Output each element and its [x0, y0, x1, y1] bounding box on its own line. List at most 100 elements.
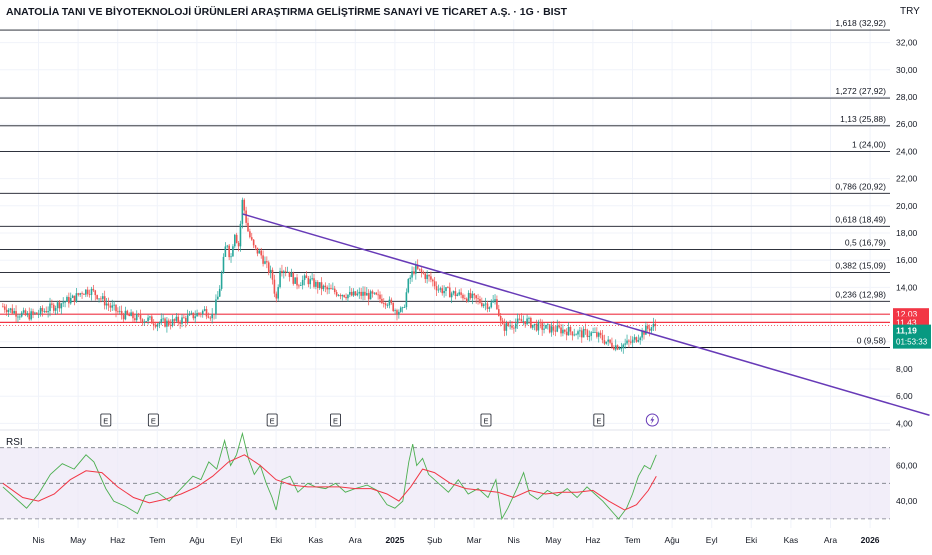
candle-body — [650, 327, 653, 331]
candle-body — [531, 324, 534, 328]
candle-body — [68, 296, 70, 304]
candle-body — [475, 295, 477, 299]
candle-body — [273, 279, 276, 294]
candle-body — [115, 304, 117, 312]
candle-body — [445, 287, 447, 291]
candle-body — [139, 315, 142, 320]
candle-body — [62, 302, 65, 304]
candle-body — [277, 287, 279, 299]
earnings-marker-label: E — [333, 417, 338, 426]
price-axis-tick: 6,00 — [896, 391, 913, 401]
candle-body — [134, 318, 136, 321]
candle-body — [75, 293, 78, 302]
candle-body — [622, 344, 625, 349]
candle-body — [601, 335, 604, 341]
candle-body — [230, 256, 232, 258]
candle-body — [328, 288, 330, 290]
candle-body — [381, 298, 383, 304]
candle-body — [635, 337, 638, 342]
time-axis-tick: Haz — [585, 535, 600, 545]
candle-body — [613, 347, 615, 350]
candle-body — [375, 292, 378, 295]
candle-body — [533, 323, 536, 325]
candle-body — [322, 285, 325, 290]
candle-body — [183, 317, 185, 319]
candle-body — [398, 311, 400, 315]
fib-level-label: 1,618 (32,92) — [835, 18, 886, 28]
candle-body — [109, 305, 112, 308]
candle-body — [213, 313, 215, 315]
time-axis-tick: Nis — [32, 535, 44, 545]
candle-body — [122, 315, 125, 320]
candle-body — [371, 291, 374, 294]
candle-body — [516, 318, 519, 324]
candle-body — [432, 279, 434, 282]
candle-body — [9, 308, 12, 310]
last-price-label: 11,19 — [896, 326, 917, 336]
candle-body — [548, 324, 551, 333]
candle-body — [441, 288, 444, 294]
earnings-marker — [266, 413, 278, 427]
candle-body — [126, 310, 129, 315]
earnings-marker — [147, 413, 159, 427]
time-axis-tick: Mar — [467, 535, 482, 545]
candle-body — [324, 285, 327, 288]
candle-body — [403, 307, 406, 308]
time-axis-tick: Şub — [427, 535, 442, 545]
candle-body — [482, 304, 485, 307]
candle-body — [360, 291, 362, 296]
candle-body — [162, 318, 164, 320]
candle-body — [158, 322, 161, 325]
candle-body — [369, 291, 372, 300]
candle-body — [447, 287, 449, 289]
candle-body — [318, 282, 321, 289]
time-axis-tick: Ara — [349, 535, 363, 545]
candle-body — [364, 291, 366, 296]
candle-body — [218, 288, 221, 297]
candle-body — [128, 314, 131, 317]
candle-body — [411, 271, 413, 278]
candle-body — [505, 323, 508, 331]
rsi-indicator-label[interactable]: RSI — [6, 437, 23, 448]
candle-body — [292, 272, 295, 284]
candle-body — [341, 295, 344, 297]
currency-label[interactable]: TRY — [900, 6, 920, 17]
candle-body — [130, 312, 132, 317]
candle-body — [494, 299, 496, 301]
candle-body — [100, 298, 102, 300]
candle-body — [69, 297, 72, 304]
candle-body — [456, 294, 459, 297]
candle-body — [151, 316, 153, 324]
candle-body — [239, 223, 242, 247]
candle-body — [132, 312, 134, 319]
candle-body — [258, 250, 261, 254]
candle-body — [490, 302, 493, 308]
candle-body — [611, 342, 613, 348]
candle-body — [86, 289, 89, 295]
candle-body — [26, 313, 29, 316]
candle-body — [260, 250, 263, 256]
candle-body — [401, 307, 404, 309]
candle-body — [558, 325, 560, 328]
candle-body — [579, 330, 581, 332]
candle-body — [597, 332, 600, 337]
candle-body — [392, 302, 395, 311]
candle-body — [241, 199, 244, 224]
candle-body — [347, 294, 349, 299]
time-axis-tick: May — [545, 535, 562, 545]
price-axis-tick: 26,00 — [896, 119, 918, 129]
candle-body — [530, 317, 532, 328]
candle-body — [349, 291, 351, 295]
candle-body — [201, 310, 204, 315]
rsi-axis-tick: 60,00 — [896, 461, 918, 471]
candle-body — [592, 332, 594, 334]
rsi-moving-average-line — [2, 454, 657, 511]
candle-body — [479, 299, 481, 303]
candle-body — [164, 318, 166, 327]
candle-body — [22, 310, 25, 313]
candle-body — [580, 330, 583, 338]
candle-body — [352, 291, 355, 296]
time-axis-tick: Kas — [308, 535, 323, 545]
